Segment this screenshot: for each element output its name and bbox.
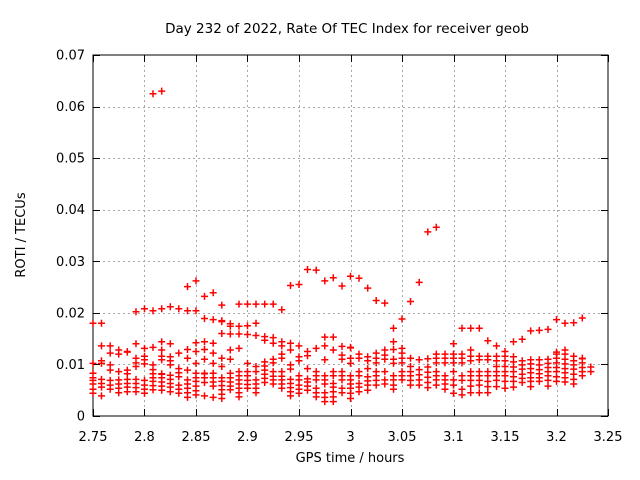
y-tick-label: 0.03 [56,255,85,270]
x-tick-label: 3.15 [491,430,520,445]
x-tick-label: 2.75 [79,430,108,445]
y-tick-label: 0.04 [56,203,85,218]
plot-border [92,54,609,417]
y-tick-label: 0.07 [56,49,85,64]
y-tick-label: 0.06 [56,100,85,115]
x-tick-label: 3.05 [388,430,417,445]
chart-title: Day 232 of 2022, Rate Of TEC Index for r… [165,21,529,37]
y-tick-label: 0.05 [56,152,85,167]
scatter-points [89,87,595,406]
x-axis-label: GPS time / hours [296,451,405,466]
y-tick-label: 0 [77,410,85,425]
y-axis-label: ROTI / TECUs [14,192,29,277]
x-tick-label: 3 [346,430,354,445]
x-tick-label: 2.95 [285,430,314,445]
x-tick-label: 3.2 [546,430,567,445]
x-tick-label: 3.1 [443,430,464,445]
y-tick-labels: 0 0.01 0.02 0.03 0.04 0.05 0.06 0.07 [56,49,85,425]
x-tick-labels: 2.75 2.8 2.85 2.9 2.95 3 3.05 3.1 3.15 3.2 3.25 [79,430,623,445]
x-tick-label: 2.9 [237,430,258,445]
x-tick-label: 2.85 [182,430,211,445]
grid-lines [93,55,608,416]
x-tick-label: 3.25 [594,430,623,445]
y-tick-label: 0.02 [56,306,85,321]
y-tick-label: 0.01 [56,358,85,373]
x-tick-label: 2.8 [134,430,155,445]
